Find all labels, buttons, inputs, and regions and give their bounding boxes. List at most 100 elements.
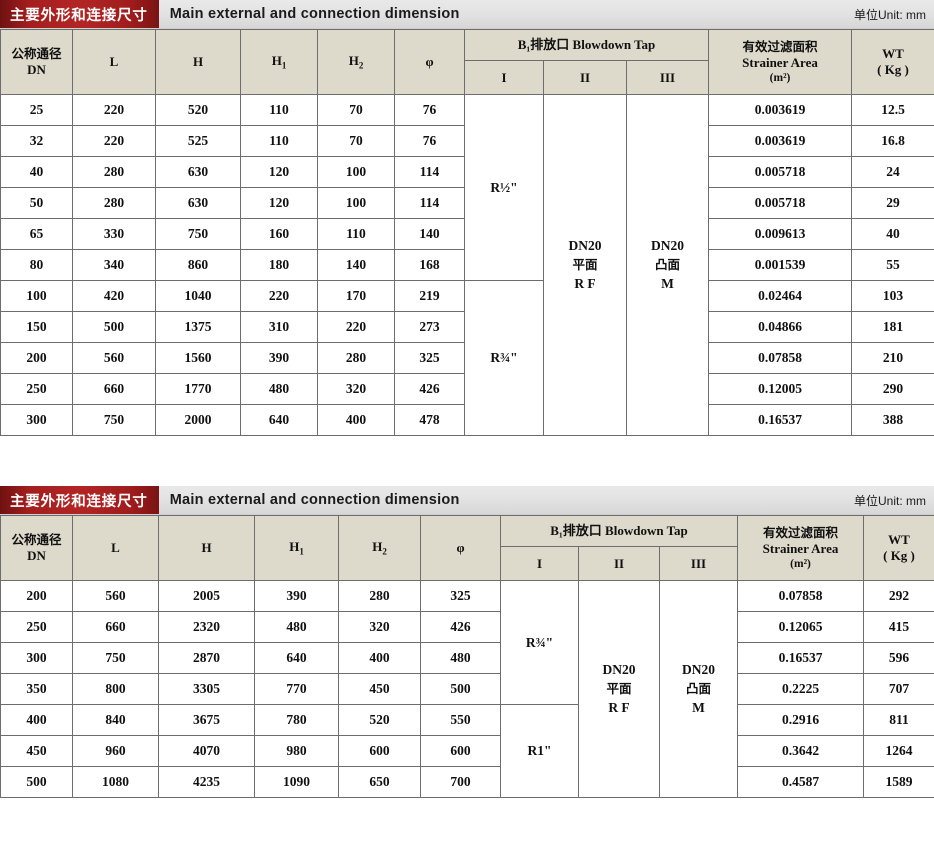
cell-dn: 300 <box>0 404 73 436</box>
table-row: 450 960 4070 980 600 600 0.3642 1264 <box>0 735 934 767</box>
cell-H2: 100 <box>317 187 395 219</box>
table-row: 500 1080 4235 1090 650 700 0.4587 1589 <box>0 766 934 798</box>
cell-H: 2000 <box>155 404 241 436</box>
header-strainer-cn-2: 有效过滤面积 <box>762 525 838 541</box>
cell-H2: 280 <box>338 580 421 612</box>
cell-H1: 480 <box>254 611 339 643</box>
cell-L: 280 <box>72 187 156 219</box>
header-blowdown-group-2: B₁排放口 Blowdown Tap <box>500 514 738 548</box>
table-row: 400 840 3675 780 520 550 R1" 0.2916 811 <box>0 704 934 798</box>
header-wt-2: WT ( Kg ) <box>863 515 934 581</box>
cell-H: 525 <box>155 125 241 157</box>
table-row: 25 220 520 110 70 76 R½" DN20 平面 R F DN20 凸面 M 0.0036… <box>0 94 934 436</box>
cell-strainer-area: 0.02464 <box>708 280 852 312</box>
header-wt-unit-1: ( Kg ) <box>877 62 909 77</box>
cell-L: 750 <box>72 404 156 436</box>
header-row-sub-1: I II III <box>1 60 934 95</box>
title-badge-cn-2: 主要外形和连接尺寸 <box>0 486 159 514</box>
table-row: 250 660 1770 480 320 426 0.12005 290 <box>0 373 934 405</box>
cell-H2: 400 <box>317 404 395 436</box>
cell-weight: 181 <box>851 311 934 343</box>
header-col-H1-1: H1 <box>240 29 318 95</box>
title-text-en-1: Main external and connection dimension <box>169 6 460 22</box>
cell-L: 1080 <box>72 766 159 798</box>
cell-phi: 600 <box>420 735 501 767</box>
cell-dn: 25 <box>0 94 73 126</box>
header-col-L-2: L <box>72 515 159 581</box>
header-col-H2-sub-1: 2 <box>358 60 364 71</box>
cell-weight: 707 <box>863 673 934 705</box>
cell-dn: 80 <box>0 249 73 281</box>
cell-H1: 980 <box>254 735 339 767</box>
table-row: 40 280 630 120 100 114 0.005718 24 <box>0 156 934 188</box>
cell-H: 1770 <box>155 373 241 405</box>
cell-H2: 140 <box>317 249 395 281</box>
cell-H1: 1090 <box>254 766 339 798</box>
cell-weight: 40 <box>851 218 934 250</box>
cell-dn: 150 <box>0 311 73 343</box>
header-col-phi-1: φ <box>394 29 465 95</box>
cell-H2: 280 <box>317 342 395 374</box>
header-strainer-en-1: Strainer Area <box>742 54 818 70</box>
cell-strainer-area: 0.001539 <box>708 249 852 281</box>
header-col-H2-base-2: H <box>372 538 383 554</box>
cell-L: 340 <box>72 249 156 281</box>
header-wt-label-1: WT <box>882 46 904 62</box>
cell-weight: 103 <box>851 280 934 312</box>
header-col-H2-2: H2 <box>338 515 421 581</box>
cell-weight: 596 <box>863 642 934 674</box>
section-gap <box>0 436 934 486</box>
cell-strainer-area: 0.003619 <box>708 125 852 157</box>
cell-H: 4070 <box>158 735 255 767</box>
title-text-en-2: Main external and connection dimension <box>169 492 460 508</box>
table-body-1: 25 220 520 110 70 76 R½" DN20 平面 R F DN20 凸面 M 0.0036… <box>0 94 934 436</box>
cell-strainer-area: 0.3642 <box>737 735 864 767</box>
cell-L: 800 <box>72 673 159 705</box>
cell-H: 1375 <box>155 311 241 343</box>
header-strainer-unit-1: (m²) <box>769 71 791 84</box>
cell-phi: 478 <box>394 404 465 436</box>
cell-L: 280 <box>72 156 156 188</box>
header-col-H1-base-1: H <box>271 52 282 68</box>
cell-phi: 325 <box>420 580 501 612</box>
header-col-L-1: L <box>72 29 156 95</box>
cell-H: 2005 <box>158 580 255 612</box>
cell-L: 500 <box>72 311 156 343</box>
table-head-1: 公称通径 DN L H H1 H2 φ B₁排放口 Blowdown Tap 有… <box>0 28 934 95</box>
header-col-H2-1: H2 <box>317 29 395 95</box>
cell-H2: 220 <box>317 311 395 343</box>
unit-label-1: 单位Unit: mm <box>853 7 926 22</box>
cell-dn: 300 <box>0 642 73 674</box>
cell-phi: 76 <box>394 94 465 126</box>
table-body-2: 200 560 2005 390 280 325 R¾" DN20 平面 R F DN20 凸面 M 0.… <box>0 580 934 798</box>
spec-table-2: 公称通径 DN L H H1 H2 φ B₁排放口 Blowdown Tap 有… <box>0 514 934 798</box>
header-strainer-en-2: Strainer Area <box>762 540 839 556</box>
header-col-H2-sub-2: 2 <box>382 546 387 557</box>
cell-H2: 320 <box>317 373 395 405</box>
cell-blowdown-I-group: R1" <box>500 704 579 798</box>
header-blowdown-I-1: I <box>464 60 544 95</box>
cell-strainer-area: 0.2225 <box>737 673 864 705</box>
header-wt-1: WT ( Kg ) <box>851 29 934 95</box>
cell-phi: 500 <box>420 673 501 705</box>
table-row: 100 420 1040 220 170 219 R¾" 0.02464 103 <box>0 280 934 436</box>
cell-H2: 400 <box>338 642 421 674</box>
cell-H2: 320 <box>338 611 421 643</box>
header-col-phi-2: φ <box>420 515 501 581</box>
cell-L: 840 <box>72 704 159 736</box>
cell-H: 3675 <box>158 704 255 736</box>
cell-H: 520 <box>155 94 241 126</box>
cell-dn: 100 <box>0 280 73 312</box>
cell-H1: 120 <box>240 156 318 188</box>
cell-H1: 480 <box>240 373 318 405</box>
table-row: 80 340 860 180 140 168 0.001539 55 <box>0 249 934 281</box>
header-col-H1-base-2: H <box>289 538 300 554</box>
cell-phi: 700 <box>420 766 501 798</box>
cell-H: 1560 <box>155 342 241 374</box>
cell-L: 660 <box>72 373 156 405</box>
cell-phi: 273 <box>394 311 465 343</box>
header-blowdown-II-1: II <box>543 60 627 95</box>
cell-weight: 811 <box>863 704 934 736</box>
cell-strainer-area: 0.12005 <box>708 373 852 405</box>
cell-H1: 310 <box>240 311 318 343</box>
